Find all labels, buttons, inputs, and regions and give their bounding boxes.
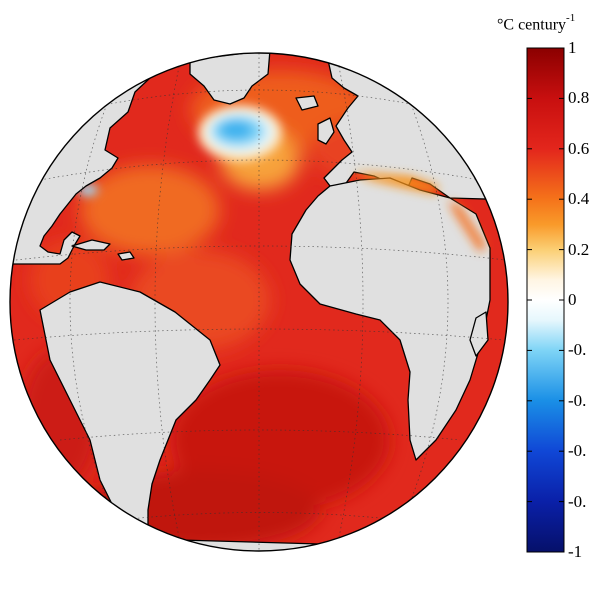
colorbar-title: °C century-1: [497, 12, 576, 34]
colorbar-tick-label: 0.4: [568, 189, 590, 209]
land-british-isles: [317, 117, 335, 145]
land-iceland: [295, 95, 319, 111]
colorbar-tick-label: -0.: [568, 340, 587, 360]
colorbar-tick-label: 0.8: [568, 88, 590, 108]
land-madagascar: [469, 311, 489, 357]
colorbar-tick-label: 0.2: [568, 239, 590, 259]
colorbar: [526, 47, 565, 553]
colorbar-tick-label: 0: [568, 290, 577, 309]
colorbar-tick-label: -0.: [568, 390, 587, 410]
land-cuba: [71, 239, 111, 251]
colorbar-tick-label: -0.: [568, 491, 587, 511]
land-greenland: [189, 53, 271, 105]
land-south-america: [39, 281, 221, 541]
graticule: [13, 53, 507, 551]
colorbar-tick-label: 1: [568, 38, 577, 57]
land-antarctica: [179, 539, 401, 551]
colorbar-tick-marks: [527, 47, 564, 553]
colorbar-tick-label: -1: [568, 542, 583, 561]
land: [10, 53, 508, 551]
colorbar-tick-label: -0.: [568, 441, 587, 461]
colorbar-unit-exponent: -1: [566, 12, 576, 24]
colorbar-tick-label: 0.6: [568, 138, 590, 158]
globe-outline: [9, 52, 509, 552]
land-africa: [289, 177, 491, 461]
colorbar-unit: °C century: [497, 16, 567, 34]
